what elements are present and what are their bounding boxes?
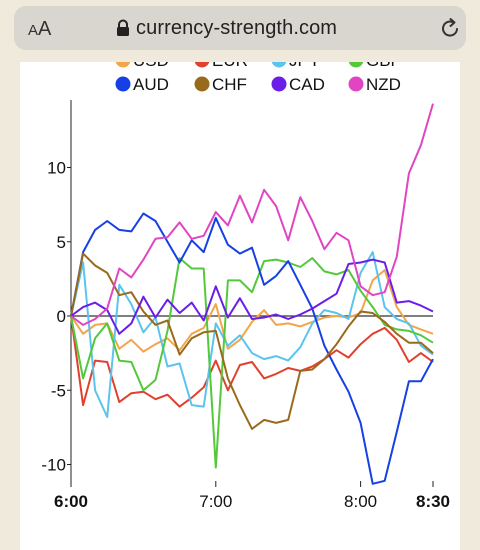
legend-label-chf: CHF bbox=[212, 75, 247, 94]
series-line-usd bbox=[70, 269, 434, 353]
x-tick-label: 8:00 bbox=[344, 492, 377, 511]
aa-small-glyph: A bbox=[28, 22, 39, 39]
reload-icon[interactable] bbox=[438, 16, 462, 40]
reader-text-size-button[interactable]: AA bbox=[28, 18, 51, 41]
series-line-gbp bbox=[70, 257, 434, 469]
x-tick-label: 7:00 bbox=[199, 492, 232, 511]
legend-marker-nzd bbox=[348, 76, 364, 92]
legend-marker-cad bbox=[271, 76, 287, 92]
aa-large-glyph: A bbox=[38, 18, 52, 40]
series-line-cad bbox=[70, 258, 434, 335]
legend-marker-aud bbox=[115, 76, 131, 92]
series-line-jpy bbox=[70, 251, 434, 418]
y-tick-label: 5 bbox=[57, 233, 66, 252]
chart-card: -10-505106:007:008:008:30USDEURJPYGBPAUD… bbox=[20, 40, 460, 550]
series-line-nzd bbox=[70, 103, 434, 326]
y-tick-label: 0 bbox=[57, 307, 66, 326]
address-bar[interactable]: AA currency-strength.com bbox=[14, 6, 466, 50]
legend-label-nzd: NZD bbox=[366, 75, 401, 94]
url-text[interactable]: currency-strength.com bbox=[136, 17, 338, 39]
y-tick-label: -5 bbox=[51, 381, 66, 400]
series-line-eur bbox=[70, 315, 434, 408]
legend-label-cad: CAD bbox=[289, 75, 325, 94]
y-tick-label: 10 bbox=[47, 159, 66, 178]
x-tick-label: 8:30 bbox=[416, 492, 450, 511]
legend-label-aud: AUD bbox=[133, 75, 169, 94]
series-line-aud bbox=[70, 212, 434, 485]
series-line-chf bbox=[70, 252, 434, 430]
y-tick-label: -10 bbox=[41, 456, 66, 475]
currency-strength-chart: -10-505106:007:008:008:30USDEURJPYGBPAUD… bbox=[41, 51, 450, 511]
legend-marker-chf bbox=[194, 76, 210, 92]
lock-icon bbox=[117, 19, 129, 36]
x-tick-label: 6:00 bbox=[54, 492, 88, 511]
browser-toolbar: AA currency-strength.com bbox=[0, 0, 480, 62]
